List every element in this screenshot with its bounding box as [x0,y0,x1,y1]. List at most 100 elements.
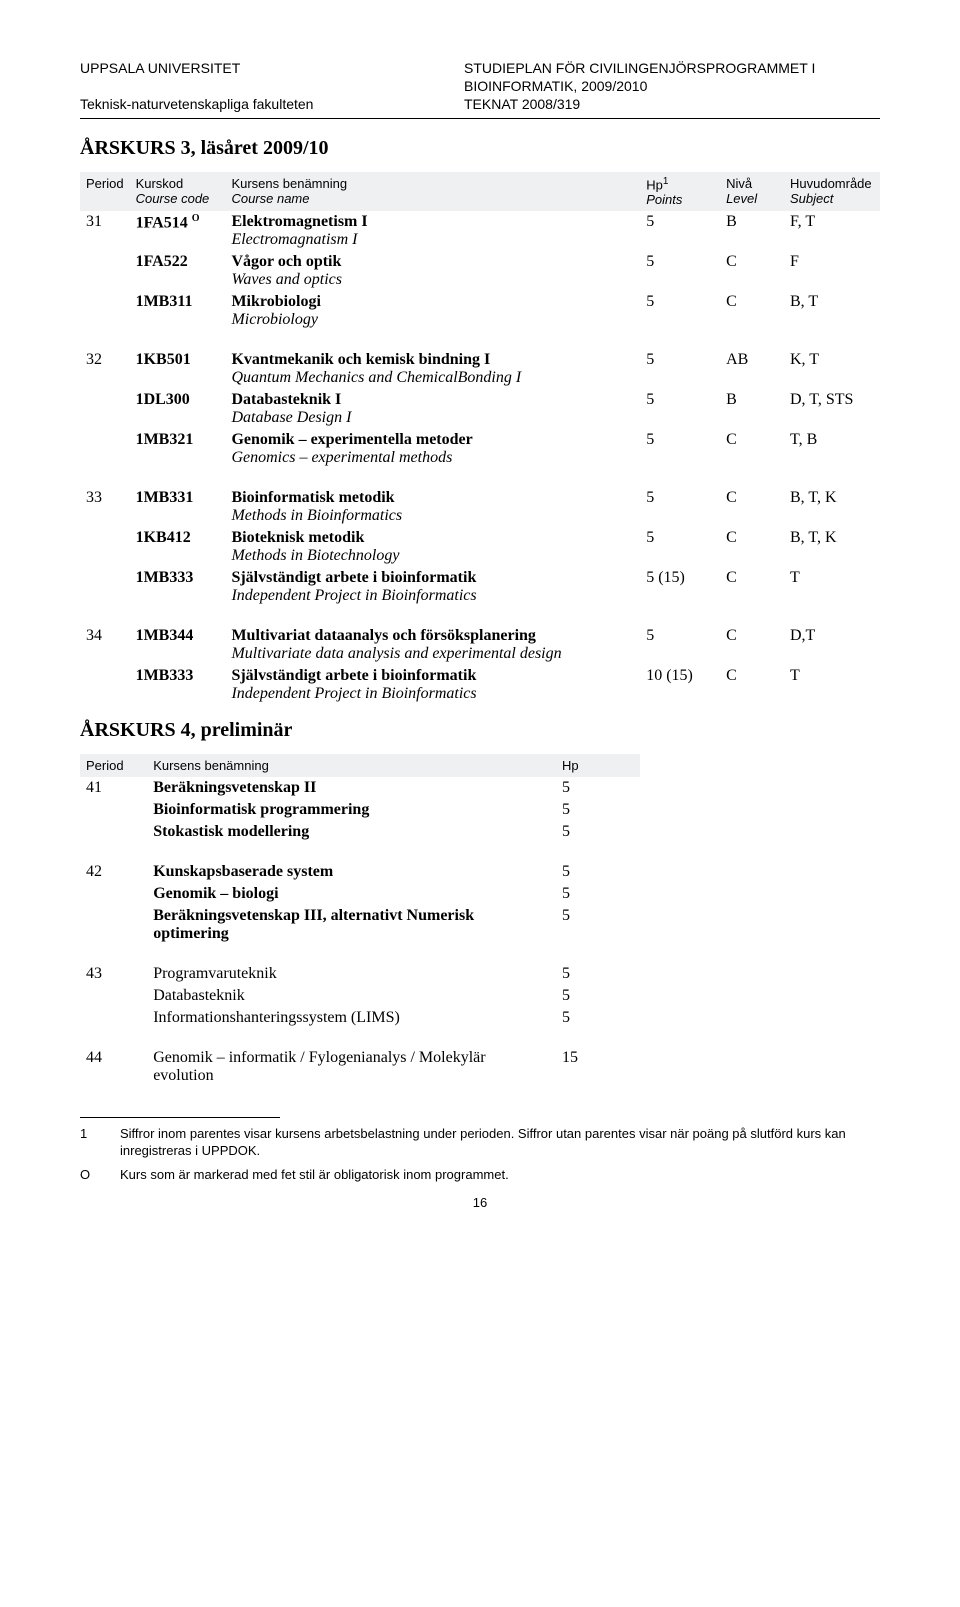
course-name: Databasteknik [147,985,556,1007]
course-name: Kunskapsbaserade system [147,861,556,883]
level-cell: C [720,625,784,665]
level-cell: C [720,665,784,705]
hp-cell: 5 [640,251,720,291]
university-name: UPPSALA UNIVERSITET [80,60,464,76]
hp-cell: 5 [556,799,640,821]
table-row: 1MB333 Självständigt arbete i bioinforma… [80,665,880,705]
table-row: Databasteknik 5 [80,985,640,1007]
table-row: Genomik – biologi 5 [80,883,640,905]
period-cell: 42 [80,861,147,883]
code-cell: 1MB331 [130,487,226,527]
code-cell: 1MB333 [130,665,226,705]
th-hp: Hp1 Points [640,172,720,211]
course-name: Genomik – informatik / Fylogenianalys / … [147,1047,556,1087]
th-level: Nivå Level [720,172,784,211]
course-name-en: Methods in Bioinformatics [231,507,402,524]
footnotes: 1 Siffror inom parentes visar kursens ar… [80,1117,880,1183]
th-period: Period [80,754,147,777]
hp-cell: 5 [640,625,720,665]
course-name-sv: Kvantmekanik och kemisk bindning I [231,351,490,368]
table-row: Bioinformatisk programmering 5 [80,799,640,821]
code-cell: 1DL300 [130,389,226,429]
course-name-sv: Genomik – experimentella metoder [231,431,472,448]
course-name-sv: Självständigt arbete i bioinformatik [231,667,476,684]
table-row: Stokastisk modellering 5 [80,821,640,843]
course-name-sv: Elektromagnetism I [231,213,367,230]
hp-cell: 10 (15) [640,665,720,705]
code-cell: 1MB311 [130,291,226,331]
row-gap [80,469,880,487]
th-code-sv: Kurskod [136,176,184,191]
th-subject-sv: Huvudområde [790,176,872,191]
code-cell: 1MB344 [130,625,226,665]
table-row: 31 1FA514 O Elektromagnetism IElectromag… [80,211,880,251]
table-row: 1FA522 Vågor och optikWaves and optics 5… [80,251,880,291]
period-cell: 41 [80,777,147,799]
page-number: 16 [80,1195,880,1210]
course-name-sv: Databasteknik I [231,391,341,408]
period-cell: 33 [80,487,130,527]
code-cell: 1KB501 [130,349,226,389]
table-row: 33 1MB331 Bioinformatisk metodikMethods … [80,487,880,527]
level-cell: AB [720,349,784,389]
footnote-key: O [80,1166,120,1184]
course-name-en: Waves and optics [231,271,342,288]
table-row: Beräkningsvetenskap III, alternativt Num… [80,905,640,945]
level-cell: B [720,389,784,429]
course-name-sv: Bioinformatisk metodik [231,489,394,506]
hp-cell: 5 [556,985,640,1007]
table-row: Informationshanteringssystem (LIMS) 5 [80,1007,640,1029]
footnote-key: 1 [80,1125,120,1160]
course-name-en: Genomics – experimental methods [231,449,452,466]
name-cell: Självständigt arbete i bioinformatikInde… [225,665,640,705]
period-cell: 44 [80,1047,147,1087]
row-gap [80,1029,640,1047]
course-name-en: Multivariate data analysis and experimen… [231,645,561,662]
doc-header-row1: UPPSALA UNIVERSITET STUDIEPLAN FÖR CIVIL… [80,60,880,76]
table-row: 44 Genomik – informatik / Fylogenianalys… [80,1047,640,1087]
footnote-1: 1 Siffror inom parentes visar kursens ar… [80,1125,880,1160]
footnote-o: O Kurs som är markerad med fet stil är o… [80,1166,880,1184]
table-row: 1KB412 Bioteknisk metodikMethods in Biot… [80,527,880,567]
code-text: 1FA514 [136,215,188,232]
doc-header-row3: Teknisk-naturvetenskapliga fakulteten TE… [80,96,880,112]
name-cell: Kvantmekanik och kemisk bindning IQuantu… [225,349,640,389]
th-level-sv: Nivå [726,176,752,191]
table-row: 1DL300 Databasteknik IDatabase Design I … [80,389,880,429]
th-hp-en: Points [646,192,682,207]
row-gap [80,331,880,349]
course-name: Stokastisk modellering [147,821,556,843]
footnote-text: Kurs som är markerad med fet stil är obl… [120,1166,509,1184]
hp-cell: 5 [640,211,720,251]
course-name-en: Quantum Mechanics and ChemicalBonding I [231,369,521,386]
blank [80,78,464,94]
level-cell: C [720,291,784,331]
th-code-en: Course code [136,191,210,206]
header-rule [80,118,880,119]
name-cell: Bioinformatisk metodikMethods in Bioinfo… [225,487,640,527]
level-cell: B [720,211,784,251]
th-subject: Huvudområde Subject [784,172,880,211]
subject-cell: F [784,251,880,291]
hp-cell: 5 [556,777,640,799]
th-hp-sup: 1 [663,176,669,187]
course-name-en: Independent Project in Bioinformatics [231,685,476,702]
name-cell: Multivariat dataanalys och försöksplaner… [225,625,640,665]
hp-cell: 5 (15) [640,567,720,607]
th-name-sv: Kursens benämning [231,176,347,191]
course-name-sv: Självständigt arbete i bioinformatik [231,569,476,586]
name-cell: Vågor och optikWaves and optics [225,251,640,291]
row-gap [80,945,640,963]
row-gap [80,607,880,625]
level-cell: C [720,487,784,527]
table-row: 41 Beräkningsvetenskap II 5 [80,777,640,799]
level-cell: C [720,567,784,607]
row-gap [80,843,640,861]
obligatory-marker: O [192,213,200,224]
course-name-en: Database Design I [231,409,351,426]
period-cell: 34 [80,625,130,665]
hp-cell: 5 [640,429,720,469]
table-header-row: Period Kursens benämning Hp [80,754,640,777]
course-name-sv: Multivariat dataanalys och försöksplaner… [231,627,535,644]
year3-course-table: Period Kurskod Course code Kursens benäm… [80,172,880,705]
